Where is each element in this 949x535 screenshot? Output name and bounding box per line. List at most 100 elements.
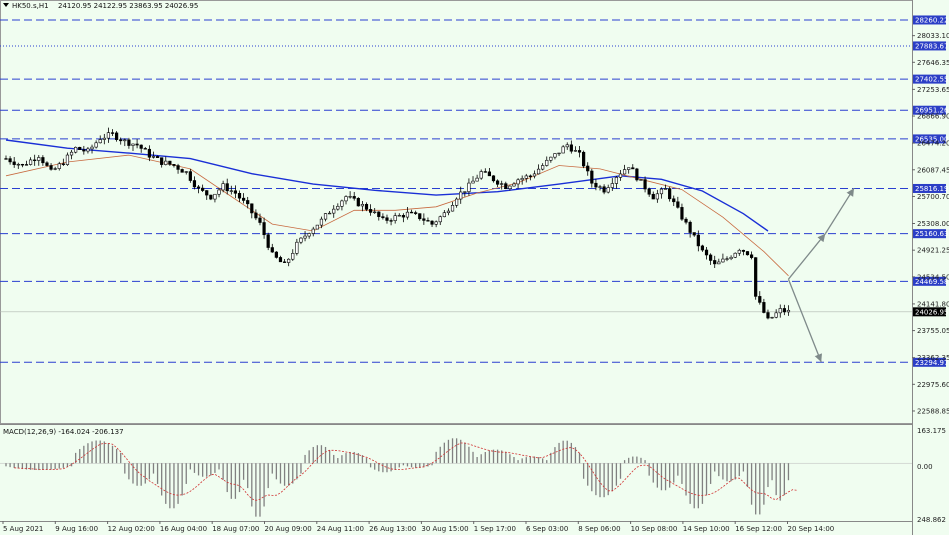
candle-body — [315, 224, 319, 230]
candle-body — [82, 149, 86, 152]
candle-body — [663, 188, 668, 190]
candle-body — [33, 159, 37, 162]
candle-body — [127, 139, 131, 146]
candle-body — [770, 316, 774, 319]
forecast-arrow — [824, 187, 855, 235]
candle-body — [704, 249, 709, 256]
candle-body — [696, 234, 700, 247]
candle-body — [721, 258, 725, 263]
candle-body — [487, 171, 492, 177]
candle-body — [483, 171, 487, 173]
level-badge — [913, 183, 946, 193]
x-tick-label: 20 Sep 14:00 — [788, 525, 835, 533]
candle-body — [434, 221, 438, 225]
candle-body — [246, 200, 250, 205]
current-price-badge — [913, 307, 946, 317]
y-tick-label: 24921.25 — [917, 247, 949, 255]
candle-body — [201, 187, 205, 191]
candle-body — [250, 203, 254, 214]
candle-body — [713, 260, 717, 265]
candle-body — [393, 215, 397, 221]
candle-body — [639, 179, 643, 181]
candle-body — [57, 163, 61, 169]
candle-body — [139, 144, 143, 149]
candle-body — [614, 177, 618, 184]
dropdown-triangle-icon[interactable] — [3, 3, 9, 7]
level-badge — [913, 41, 946, 51]
candle-body — [590, 170, 594, 184]
macd-top-value: 163.175 — [917, 427, 946, 435]
candle-body — [160, 157, 164, 165]
candle-body — [299, 237, 303, 243]
candle-body — [459, 191, 463, 200]
candle-body — [565, 144, 569, 148]
candle-body — [651, 193, 655, 200]
y-tick-label: 24534.50 — [917, 273, 949, 281]
candle-body — [90, 146, 94, 150]
candle-body — [131, 143, 135, 146]
candle-body — [377, 211, 381, 217]
candle-body — [553, 153, 557, 158]
x-tick-label: 18 Aug 07:00 — [212, 525, 259, 533]
candle-body — [389, 220, 393, 222]
candle-body — [737, 249, 741, 254]
candle-body — [524, 175, 528, 179]
ma-fast-line — [5, 154, 789, 277]
macd-label: MACD(12,26,9) -164.024 -206.137 — [3, 428, 124, 436]
candle-body — [541, 165, 545, 170]
candle-body — [332, 208, 336, 214]
candle-body — [196, 186, 201, 189]
candle-body — [368, 209, 373, 213]
candle-body — [455, 198, 459, 206]
candle-body — [606, 187, 610, 193]
candle-body — [258, 217, 262, 223]
candle-body — [164, 160, 168, 165]
candle-body — [745, 251, 750, 256]
macd-signal-line — [14, 442, 797, 501]
candle-body — [709, 254, 713, 261]
candle-body — [557, 152, 561, 155]
candle-body — [418, 213, 422, 220]
x-tick-label: 16 Aug 04:00 — [160, 525, 207, 533]
candle-body — [282, 261, 287, 263]
candle-body — [37, 157, 41, 161]
y-tick-label: 23755.05 — [917, 327, 949, 335]
candle-body — [373, 211, 377, 214]
candle-body — [352, 196, 356, 199]
candle-body — [323, 213, 328, 220]
candle-body — [532, 173, 537, 177]
level-badge — [913, 105, 946, 115]
candle-body — [192, 180, 197, 188]
candle-body — [635, 168, 639, 181]
candle-body — [270, 247, 274, 253]
level-badge — [913, 357, 946, 367]
level-value: 24469.58 — [915, 278, 948, 286]
candle-body — [430, 220, 434, 225]
candle-body — [500, 183, 504, 185]
candle-body — [774, 312, 778, 318]
candle-body — [53, 168, 57, 170]
symbol-label: HK50.s,H1 — [12, 2, 49, 10]
horizontal-levels[interactable]: 28260.22 27883.67 27402.55 26951.26 26535.00… — [0, 15, 949, 367]
candle-body — [749, 254, 754, 258]
candle-body — [233, 190, 238, 194]
candle-body — [340, 200, 344, 207]
candle-body — [12, 161, 16, 165]
x-tick-label: 1 Sep 17:00 — [474, 525, 516, 533]
candle-body — [545, 159, 549, 166]
candle-body — [729, 256, 733, 260]
chart-header: HK50.s,H1 24120.95 24122.95 23863.95 240… — [3, 2, 198, 10]
candle-body — [594, 182, 598, 188]
forecast-arrows[interactable] — [787, 187, 855, 363]
candle-body — [438, 216, 442, 223]
y-tick-label: 25700.70 — [917, 193, 949, 201]
candle-body — [274, 251, 278, 258]
candle-body — [356, 198, 360, 207]
ohlc-text: 24120.95 24122.95 23863.95 24026.95 — [58, 2, 198, 10]
level-value: 23294.97 — [915, 359, 948, 367]
candle-body — [307, 233, 311, 237]
candle-body — [311, 228, 315, 234]
candle-body — [627, 167, 631, 170]
candle-body — [504, 183, 508, 189]
